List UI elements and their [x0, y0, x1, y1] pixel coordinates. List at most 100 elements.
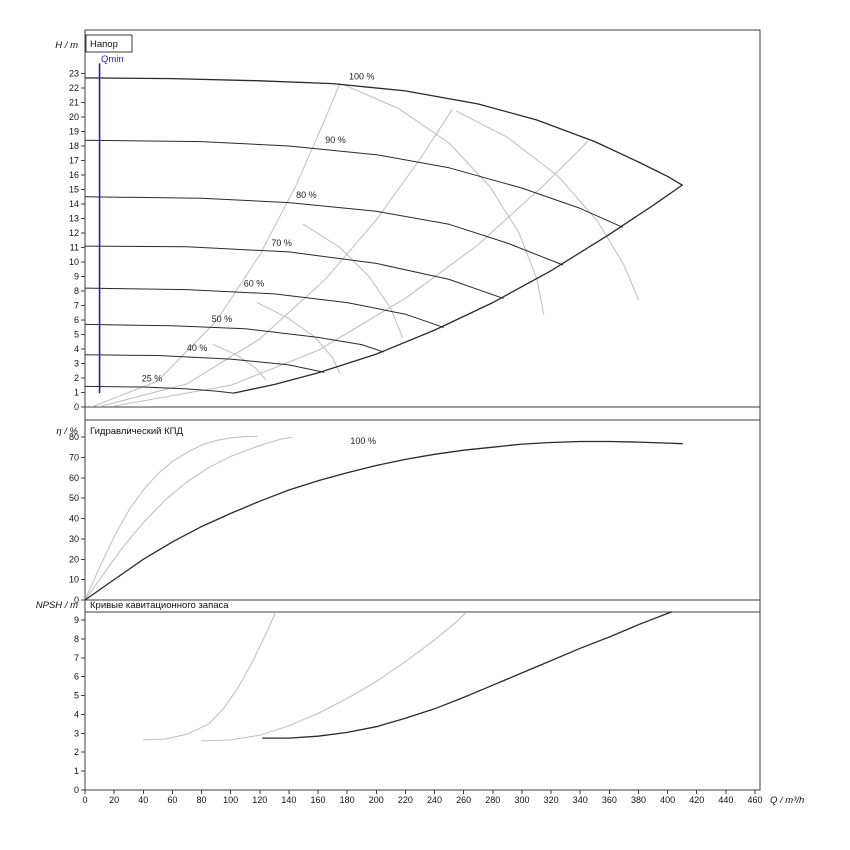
x-tick-label: 120: [252, 795, 267, 805]
head-y-tick-label: 20: [69, 112, 79, 122]
head-pane-title: Напор: [90, 39, 118, 50]
series-iso-efficiency-3: [303, 223, 403, 338]
efficiency-y-tick-label: 30: [69, 534, 79, 544]
efficiency-y-tick-label: 10: [69, 575, 79, 585]
head-y-tick-label: 17: [69, 156, 79, 166]
npsh-y-tick-label: 8: [74, 634, 79, 644]
head-axis-title: H / m: [55, 40, 78, 51]
x-tick-label: 280: [485, 795, 500, 805]
series-speed-25: [85, 385, 235, 394]
head-curve-label: 90 %: [325, 135, 346, 145]
x-tick-label: 60: [167, 795, 177, 805]
npsh-y-tick-label: 4: [74, 709, 79, 719]
head-y-tick-label: 12: [69, 228, 79, 238]
efficiency-y-tick-label: 70: [69, 452, 79, 462]
npsh-y-axis: 0 1 2 3 4 5 6 7 8 9: [74, 615, 85, 795]
series-npsh-reduced-2: [201, 612, 468, 742]
series-affinity-parabola-2: [99, 109, 453, 407]
npsh-y-tick-label: 5: [74, 691, 79, 701]
series-speed-70: [85, 245, 504, 299]
efficiency-pane-title: Гидравлический КПД: [90, 426, 183, 437]
npsh-y-tick-label: 2: [74, 747, 79, 757]
head-y-tick-label: 13: [69, 214, 79, 224]
qmin-label: Qmin: [101, 54, 124, 65]
series-operating-limit: [232, 184, 683, 394]
series-iso-efficiency-2: [455, 110, 639, 301]
x-tick-label: 100: [223, 795, 238, 805]
head-curve-label: 100 %: [349, 71, 375, 81]
head-y-tick-label: 11: [70, 243, 79, 253]
series-speed-50: [85, 323, 385, 353]
head-y-tick-label: 0: [74, 402, 79, 412]
series-affinity-parabola-3: [113, 141, 588, 407]
chart-frame: [84, 29, 761, 791]
head-curve-label: 40 %: [187, 343, 208, 353]
x-tick-label: 300: [514, 795, 529, 805]
head-curve-label: 70 %: [271, 238, 292, 248]
head-y-tick-label: 7: [74, 301, 79, 311]
head-y-tick-label: 23: [69, 69, 79, 79]
x-tick-label: 20: [109, 795, 119, 805]
head-curve-label: 25 %: [142, 374, 163, 384]
efficiency-y-tick-label: 0: [74, 595, 79, 605]
head-curve-label: 50 %: [212, 314, 233, 324]
x-tick-label: 380: [631, 795, 646, 805]
efficiency-y-tick-label: 80: [69, 432, 79, 442]
efficiency-y-tick-label: 40: [69, 514, 79, 524]
head-y-tick-label: 14: [69, 199, 79, 209]
x-axis: 0 20 40 60 80 100 120 140 160 180 200 220 240 260 280 3…: [82, 790, 763, 805]
head-y-tick-label: 5: [74, 330, 79, 340]
efficiency-curve-label: 100 %: [350, 436, 376, 446]
npsh-y-tick-label: 7: [74, 653, 79, 663]
npsh-y-tick-label: 1: [74, 766, 79, 776]
x-tick-label: 440: [718, 795, 733, 805]
series-speed-90: [85, 139, 623, 228]
efficiency-y-tick-label: 50: [69, 493, 79, 503]
x-tick-label: 0: [82, 795, 87, 805]
series-npsh-reduced-1: [142, 612, 277, 741]
efficiency-y-tick-label: 20: [69, 554, 79, 564]
head-y-tick-label: 16: [69, 170, 79, 180]
head-curve-label: 80 %: [296, 190, 317, 200]
npsh-y-tick-label: 6: [74, 672, 79, 682]
x-tick-label: 200: [369, 795, 384, 805]
x-tick-label: 240: [427, 795, 442, 805]
series-iso-efficiency-5: [212, 344, 267, 380]
x-tick-label: 140: [281, 795, 296, 805]
x-tick-label: 340: [573, 795, 588, 805]
x-tick-label: 460: [747, 795, 762, 805]
npsh-y-tick-label: 3: [74, 728, 79, 738]
efficiency-y-tick-label: 60: [69, 473, 79, 483]
head-y-tick-label: 2: [74, 373, 79, 383]
head-y-tick-label: 3: [74, 359, 79, 369]
x-tick-label: 420: [689, 795, 704, 805]
series-speed-100: [85, 77, 683, 186]
head-title-box: [85, 34, 133, 53]
npsh-y-tick-label: 9: [74, 615, 79, 625]
static-labels: H / m Напор Qmin η / % Гидравлический КП…: [36, 34, 804, 806]
head-chart: 100 % 90 % 80 % 70 % 60 % 50 % 40 % 25 %: [85, 63, 683, 407]
series-affinity-parabola-1: [91, 83, 341, 407]
head-y-tick-label: 21: [69, 98, 79, 108]
x-tick-label: 80: [197, 795, 207, 805]
series-efficiency-reduced-1: [85, 435, 258, 600]
head-curve-label: 60 %: [244, 279, 265, 289]
head-y-tick-label: 8: [74, 286, 79, 296]
npsh-y-tick-label: 0: [74, 785, 79, 795]
x-axis-title: Q / m³/h: [770, 795, 804, 806]
series-efficiency-100: [85, 440, 683, 600]
x-tick-label: 160: [311, 795, 326, 805]
x-tick-label: 260: [456, 795, 471, 805]
head-y-tick-label: 9: [74, 272, 79, 282]
efficiency-chart: 100 %: [85, 435, 683, 600]
head-y-tick-label: 4: [74, 344, 79, 354]
efficiency-y-axis: 0 10 20 30 40 50 60 70 80: [69, 432, 85, 605]
x-tick-label: 220: [398, 795, 413, 805]
head-y-tick-label: 10: [69, 257, 79, 267]
series-speed-60: [85, 287, 444, 328]
head-y-tick-label: 18: [69, 141, 79, 151]
x-tick-label: 40: [138, 795, 148, 805]
npsh-axis-title: NPSH / m: [36, 600, 78, 611]
